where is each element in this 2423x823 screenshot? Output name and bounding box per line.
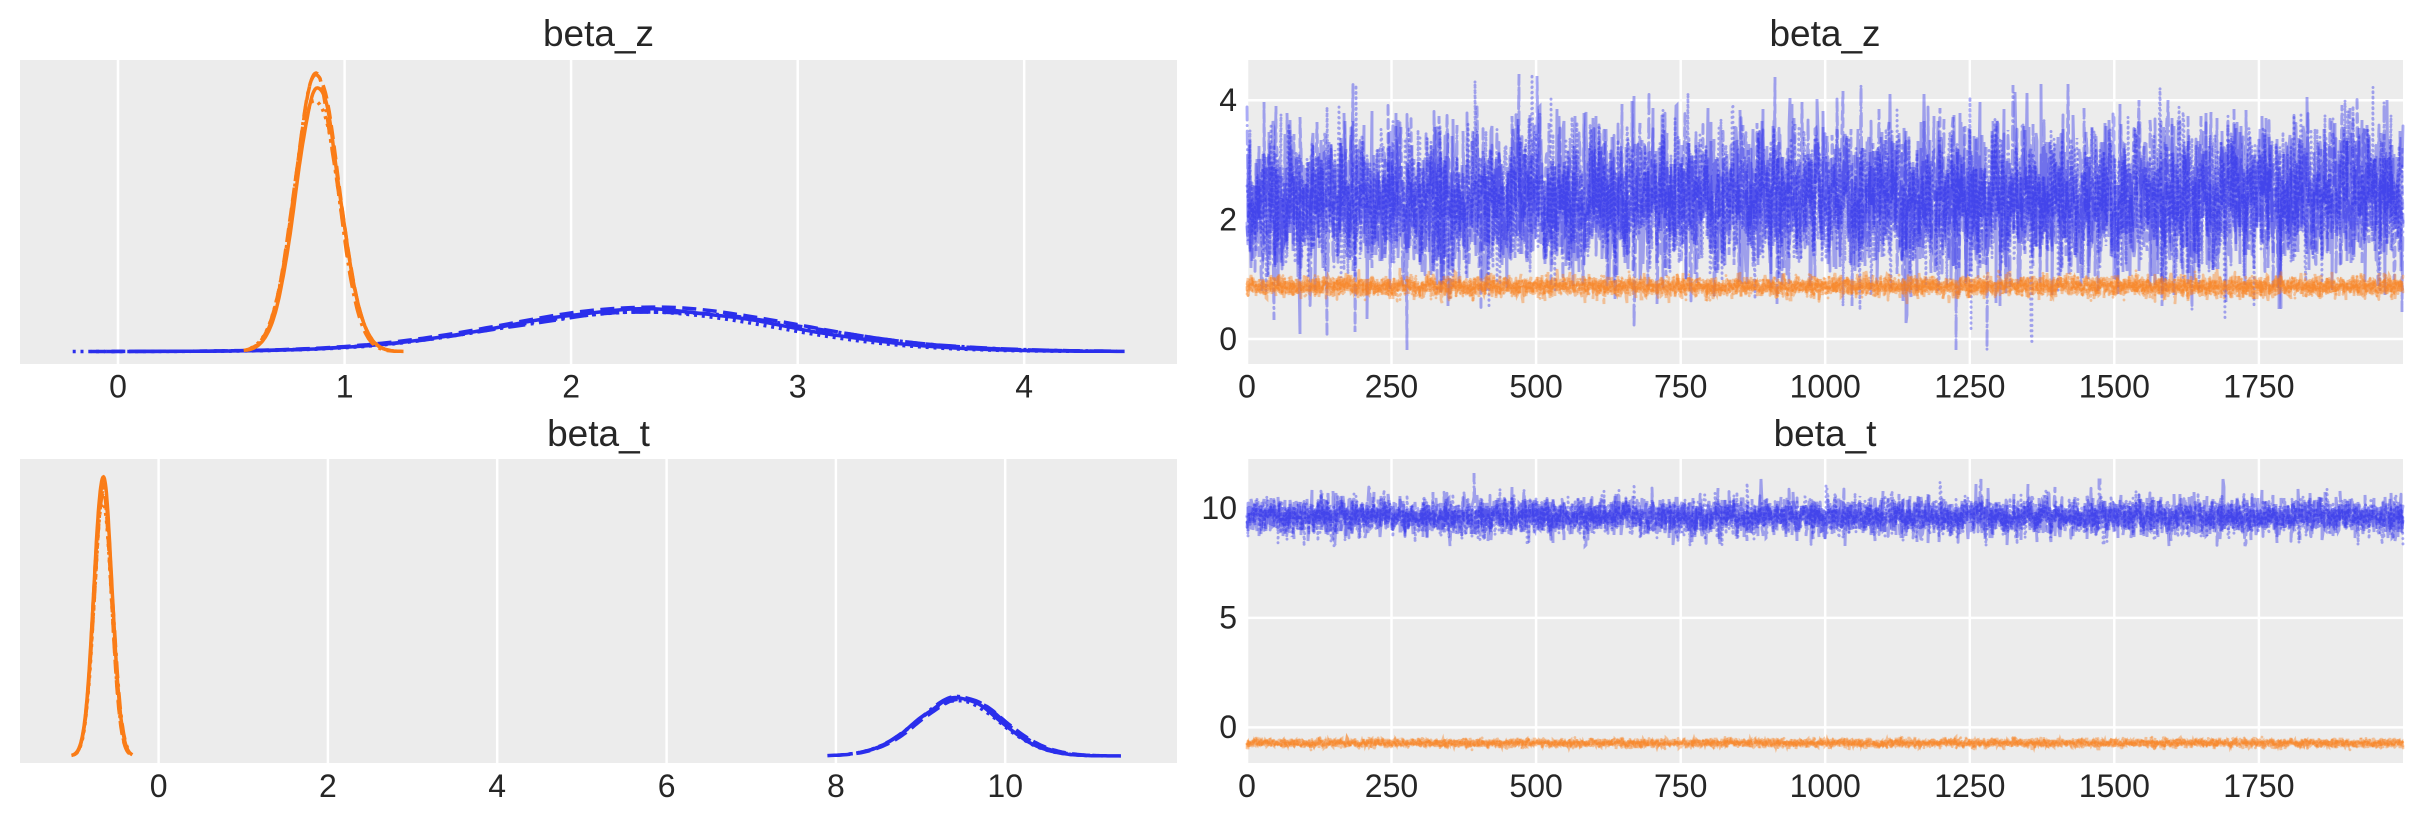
svg-text:3: 3 xyxy=(789,369,807,405)
svg-text:1250: 1250 xyxy=(1934,768,2005,804)
svg-text:beta_z: beta_z xyxy=(543,13,654,54)
svg-text:4: 4 xyxy=(1219,82,1237,118)
svg-text:beta_t: beta_t xyxy=(547,413,651,454)
svg-text:0: 0 xyxy=(1238,768,1256,804)
svg-text:beta_t: beta_t xyxy=(1774,413,1878,454)
svg-text:1500: 1500 xyxy=(2079,768,2150,804)
svg-text:10: 10 xyxy=(1201,490,1237,526)
svg-text:1000: 1000 xyxy=(1790,768,1861,804)
svg-text:5: 5 xyxy=(1219,600,1237,636)
svg-text:1: 1 xyxy=(336,369,354,405)
svg-text:0: 0 xyxy=(1219,709,1237,745)
svg-text:beta_z: beta_z xyxy=(1769,13,1880,54)
svg-text:500: 500 xyxy=(1509,768,1562,804)
svg-text:250: 250 xyxy=(1365,369,1418,405)
svg-text:750: 750 xyxy=(1654,369,1707,405)
svg-text:750: 750 xyxy=(1654,768,1707,804)
svg-text:1750: 1750 xyxy=(2223,369,2294,405)
svg-text:1500: 1500 xyxy=(2079,369,2150,405)
svg-text:500: 500 xyxy=(1509,369,1562,405)
svg-text:250: 250 xyxy=(1365,768,1418,804)
svg-text:4: 4 xyxy=(488,768,506,804)
svg-text:8: 8 xyxy=(827,768,845,804)
svg-text:2: 2 xyxy=(319,768,337,804)
svg-text:2: 2 xyxy=(562,369,580,405)
svg-text:1750: 1750 xyxy=(2223,768,2294,804)
svg-text:4: 4 xyxy=(1015,369,1033,405)
svg-text:6: 6 xyxy=(658,768,676,804)
svg-text:2: 2 xyxy=(1219,201,1237,237)
svg-text:0: 0 xyxy=(1219,321,1237,357)
svg-text:10: 10 xyxy=(987,768,1023,804)
svg-text:0: 0 xyxy=(1238,369,1256,405)
svg-text:0: 0 xyxy=(109,369,127,405)
svg-text:0: 0 xyxy=(150,768,168,804)
svg-text:1000: 1000 xyxy=(1790,369,1861,405)
svg-text:1250: 1250 xyxy=(1934,369,2005,405)
